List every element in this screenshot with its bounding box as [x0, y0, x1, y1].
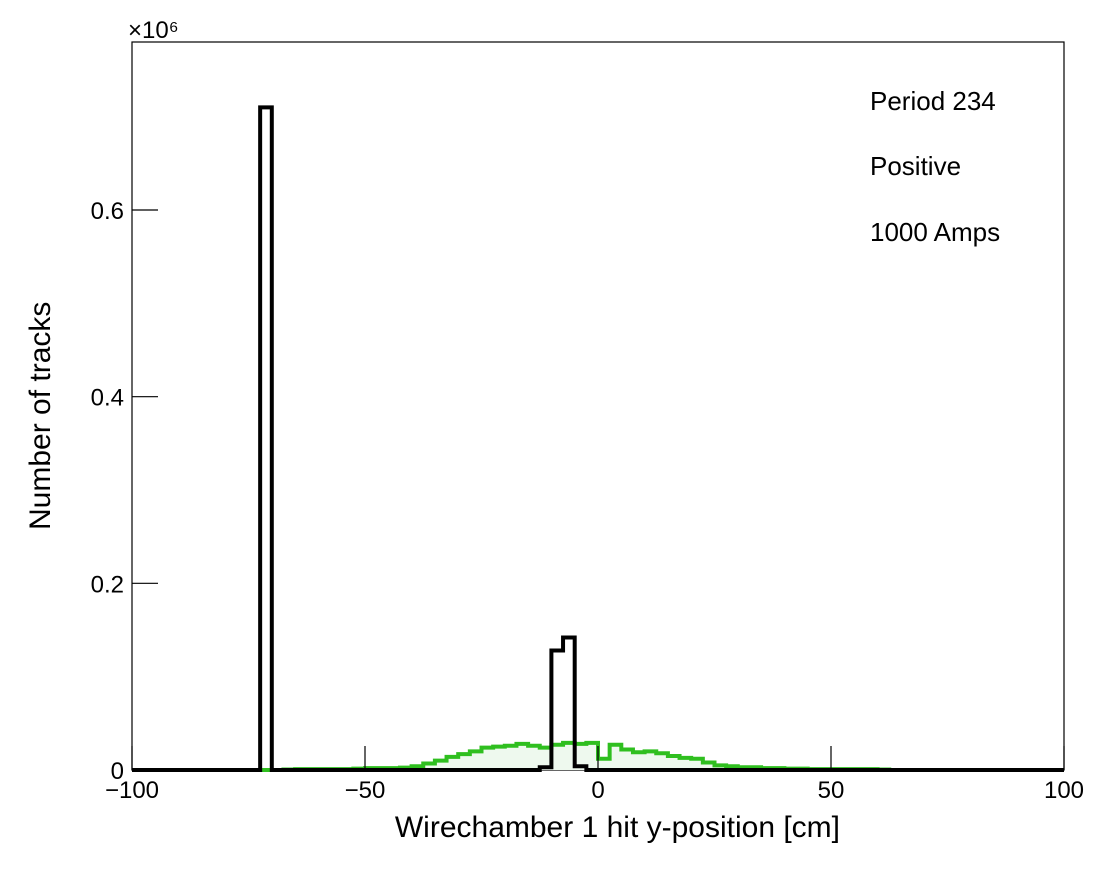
x-tick-label: 50 [818, 777, 845, 804]
annotation-polarity: Positive [870, 151, 961, 181]
y-tick-label: 0.6 [91, 198, 124, 225]
y-scale-label: ×10⁶ [128, 17, 179, 44]
x-tick-label: −100 [105, 777, 159, 804]
series-black-line [132, 105, 1064, 772]
y-tick-label: 0.4 [91, 385, 124, 412]
x-tick-label: −50 [345, 777, 386, 804]
y-tick-label: 0 [111, 758, 124, 785]
x-axis-label: Wirechamber 1 hit y-position [cm] [395, 811, 840, 844]
y-axis-ticks: 0 0.2 0.4 0.6 [91, 198, 158, 785]
annotation-period: Period 234 [870, 86, 996, 116]
y-axis-label: Number of tracks [24, 302, 57, 530]
x-tick-label: 100 [1044, 777, 1084, 804]
y-tick-label: 0.2 [91, 571, 124, 598]
x-tick-label: 0 [591, 777, 604, 804]
series-lines [132, 105, 1064, 772]
annotation-current: 1000 Amps [870, 217, 1000, 247]
x-axis-ticks: −100 −50 0 50 100 [105, 746, 1084, 804]
